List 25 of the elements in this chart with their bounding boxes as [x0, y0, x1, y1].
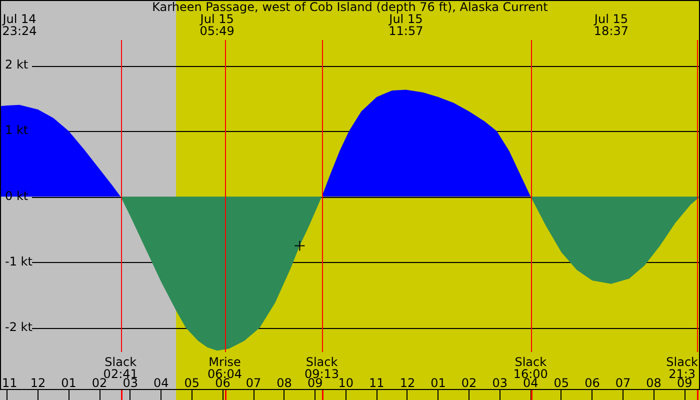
x-tick-label: 12 — [400, 376, 416, 390]
x-tick-label: 05 — [184, 376, 200, 390]
x2-tick-label: Jul 15 11:57 — [388, 12, 424, 38]
x-tick-label: 10 — [338, 376, 354, 390]
y-tick-label: 1 kt — [5, 123, 28, 138]
y-tick-label: -2 kt — [5, 320, 33, 334]
x-tick-label: 12 — [30, 376, 46, 390]
y-tick-label: 2 kt — [5, 58, 28, 72]
x2-tick-label: Jul 15 05:49 — [199, 12, 234, 38]
x2-tick-label: Jul 15 18:37 — [593, 12, 629, 38]
x-tick-label: 01 — [61, 376, 76, 390]
x2-tick-label: Jul 14 23:24 — [2, 12, 37, 38]
x-tick-label: 11 — [369, 376, 384, 390]
x-tick-label: 04 — [154, 376, 169, 390]
x-tick-label: 03 — [492, 376, 508, 390]
x-tick-label: 02 — [461, 376, 477, 390]
x-tick-label: 07 — [615, 376, 631, 390]
x-tick-label: 06 — [584, 376, 600, 390]
x-tick-label: 07 — [246, 376, 262, 390]
x-tick-label: 08 — [646, 376, 662, 390]
y-tick-label: -1 kt — [5, 254, 33, 268]
x-tick-label: 01 — [430, 376, 446, 390]
x-tick-label: 05 — [554, 376, 570, 390]
x-tick-label: 08 — [276, 376, 292, 390]
x-tick-label: 11 — [2, 376, 18, 390]
